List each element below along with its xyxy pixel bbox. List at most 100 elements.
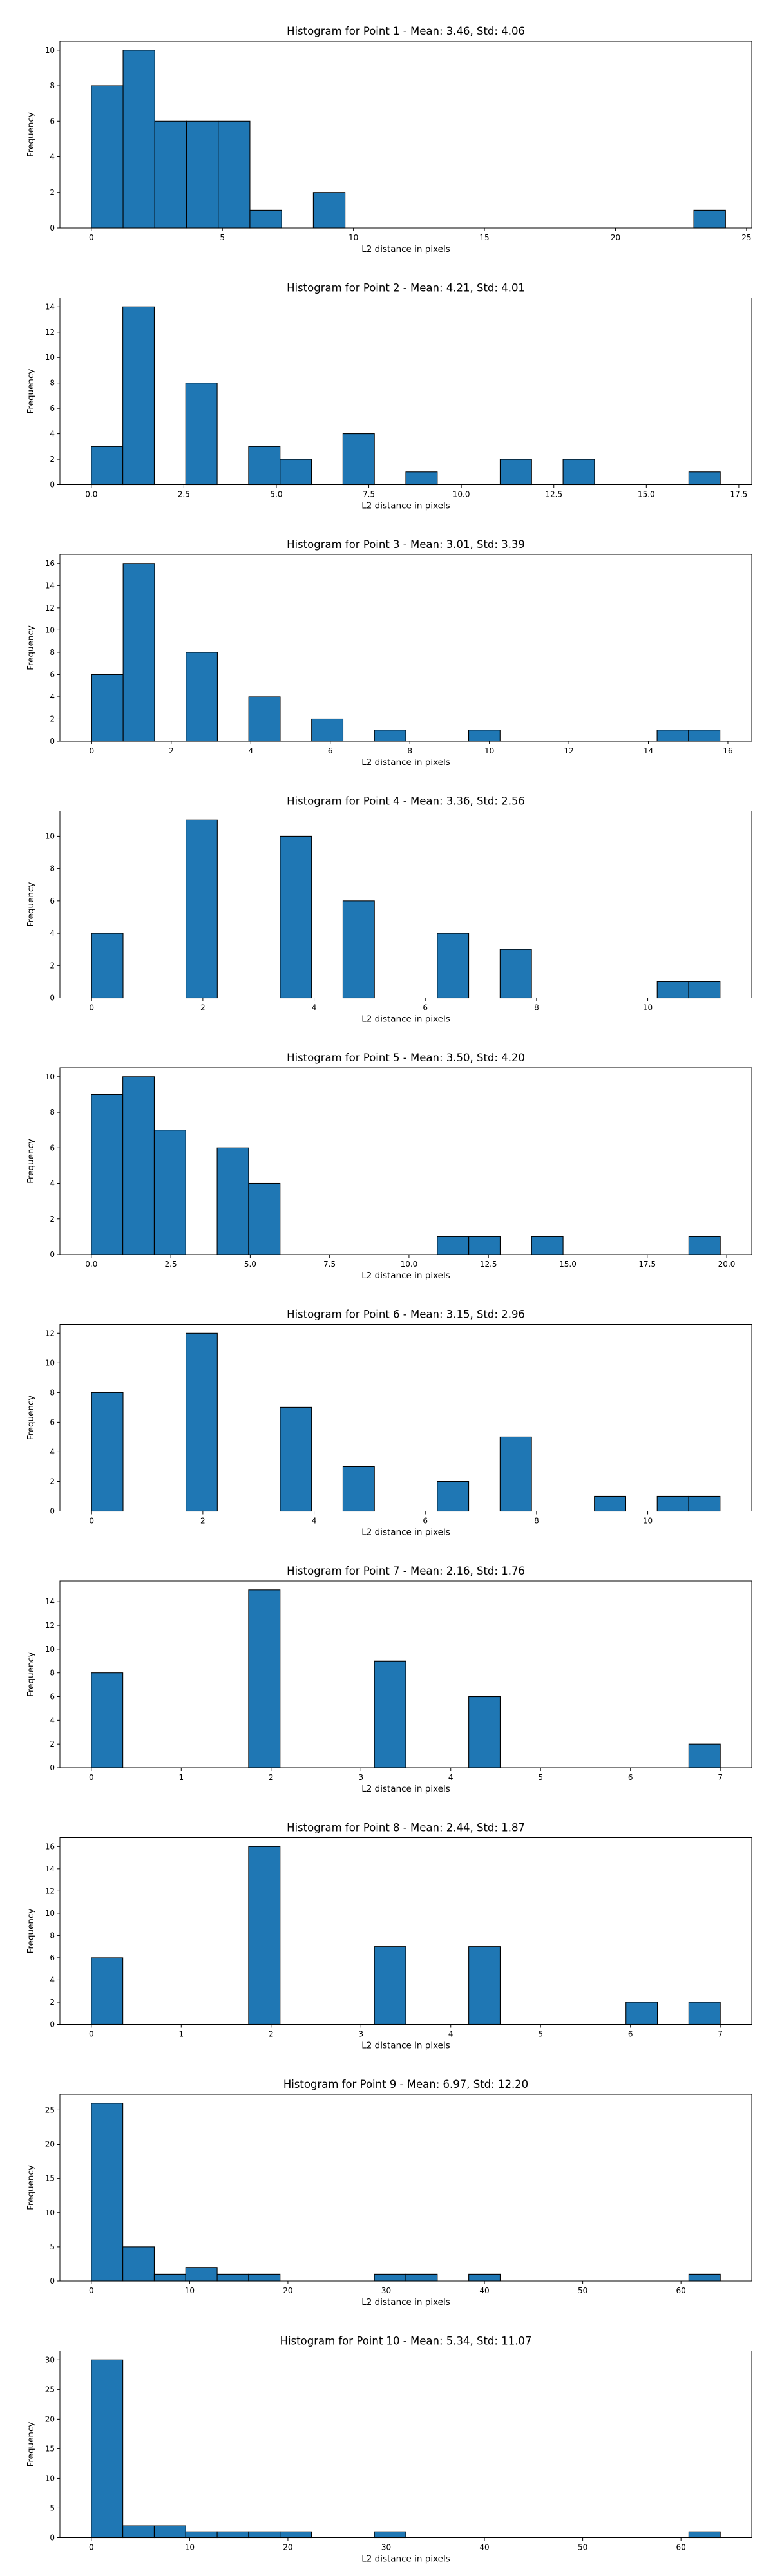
x-axis-label: L2 distance in pixels <box>361 2041 450 2051</box>
x-tick-label: 10 <box>185 2543 195 2552</box>
x-tick-label: 12.5 <box>545 490 562 499</box>
y-tick-label: 2 <box>50 188 55 197</box>
y-tick-label: 4 <box>50 1447 55 1456</box>
x-tick-label: 2.5 <box>178 490 190 499</box>
x-tick-label: 0 <box>89 2286 94 2295</box>
histogram-bar <box>91 674 124 742</box>
y-tick-label: 10 <box>45 1645 55 1654</box>
histogram-bar <box>342 433 375 486</box>
histogram-panel-3: Histogram for Point 3 - Mean: 3.01, Std:… <box>26 538 752 768</box>
histogram-bar <box>154 120 187 229</box>
histogram-bar <box>122 563 155 742</box>
histogram-bar <box>374 1660 406 1768</box>
x-tick-label: 2 <box>269 1773 274 1782</box>
y-tick-label: 6 <box>50 1953 55 1962</box>
y-tick-label: 2 <box>50 1739 55 1748</box>
x-tick-label: 0 <box>89 1003 94 1012</box>
y-tick-label: 12 <box>45 1329 55 1338</box>
y-tick-label: 10 <box>45 1072 55 1081</box>
histogram-panel-1: Histogram for Point 1 - Mean: 3.46, Std:… <box>26 25 752 254</box>
y-axis-label: Frequency <box>26 2422 36 2467</box>
x-tick-label: 5 <box>538 2030 543 2039</box>
histogram-bar <box>153 2525 186 2539</box>
histogram-bar <box>91 2359 124 2539</box>
x-tick-label: 7.5 <box>323 1260 336 1269</box>
x-tick-label: 12 <box>564 746 573 755</box>
y-tick-label: 10 <box>45 46 55 55</box>
histogram-bar <box>122 50 155 229</box>
histogram-bar <box>91 2103 124 2282</box>
histogram-bar <box>688 2531 721 2539</box>
histogram-bar <box>186 120 219 229</box>
histogram-bar <box>248 1846 281 2025</box>
y-tick-label: 6 <box>50 117 55 126</box>
plot-frame <box>59 41 752 229</box>
histogram-bar <box>218 120 251 229</box>
x-tick-label: 0 <box>89 233 94 242</box>
histogram-bar <box>280 459 312 486</box>
histogram-panel-5: Histogram for Point 5 - Mean: 3.50, Std:… <box>26 1052 752 1281</box>
histogram-bar <box>185 2531 218 2539</box>
y-tick-label: 4 <box>50 153 55 162</box>
x-axis-label: L2 distance in pixels <box>361 1528 450 1538</box>
y-tick-label: 8 <box>50 379 55 388</box>
y-tick-label: 0 <box>50 1507 55 1516</box>
histogram-bar <box>248 1182 281 1255</box>
y-tick-label: 8 <box>50 81 55 90</box>
y-tick-label: 10 <box>45 2474 55 2483</box>
x-tick-label: 0 <box>90 746 95 755</box>
x-tick-label: 0 <box>89 1517 94 1526</box>
y-tick-label: 4 <box>50 1179 55 1188</box>
histogram-bar <box>91 446 124 486</box>
x-tick-label: 8 <box>534 1003 539 1012</box>
x-tick-label: 4 <box>312 1003 317 1012</box>
chart-title: Histogram for Point 3 - Mean: 3.01, Std:… <box>287 538 525 551</box>
x-tick-label: 2 <box>169 746 174 755</box>
x-tick-label: 30 <box>381 2543 391 2552</box>
y-tick-label: 14 <box>45 581 55 590</box>
histogram-bar <box>122 1076 155 1255</box>
chart-title: Histogram for Point 10 - Mean: 5.34, Std… <box>280 2335 532 2347</box>
plot-frame <box>59 1324 752 1511</box>
histogram-bar <box>248 446 281 486</box>
y-tick-label: 4 <box>50 929 55 938</box>
histogram-bar <box>656 1495 689 1512</box>
x-tick-label: 15 <box>479 233 489 242</box>
x-tick-label: 5 <box>538 1773 543 1782</box>
x-tick-label: 8 <box>534 1517 539 1526</box>
y-tick-label: 0 <box>50 2277 55 2286</box>
y-tick-label: 4 <box>50 692 55 701</box>
y-tick-label: 0 <box>50 223 55 232</box>
y-tick-label: 12 <box>45 328 55 337</box>
x-tick-label: 20 <box>283 2543 292 2552</box>
y-tick-label: 0 <box>50 1250 55 1259</box>
y-axis-label: Frequency <box>26 625 36 670</box>
x-tick-label: 50 <box>578 2286 587 2295</box>
y-tick-label: 2 <box>50 1998 55 2007</box>
histogram-bar <box>249 209 282 229</box>
x-tick-label: 10 <box>643 1003 653 1012</box>
histogram-bar <box>122 2525 155 2539</box>
y-tick-label: 6 <box>50 670 55 679</box>
x-axis-label: L2 distance in pixels <box>361 501 450 511</box>
histogram-panel-7: Histogram for Point 7 - Mean: 2.16, Std:… <box>26 1565 752 1794</box>
histogram-bar <box>185 2267 218 2282</box>
histogram-panel-8: Histogram for Point 8 - Mean: 2.44, Std:… <box>26 1822 752 2051</box>
y-tick-label: 12 <box>45 1886 55 1895</box>
histogram-bar <box>342 1466 375 1512</box>
histogram-bar <box>153 2273 186 2282</box>
x-axis-label: L2 distance in pixels <box>361 2554 450 2564</box>
x-tick-label: 60 <box>676 2286 686 2295</box>
y-tick-label: 8 <box>50 864 55 873</box>
y-axis-label: Frequency <box>26 369 36 414</box>
y-tick-label: 12 <box>45 603 55 612</box>
plot-frame <box>59 1837 752 2025</box>
x-tick-label: 2 <box>269 2030 274 2039</box>
x-tick-label: 4 <box>248 746 253 755</box>
x-tick-label: 10 <box>643 1517 653 1526</box>
x-tick-label: 0.0 <box>85 1260 97 1269</box>
x-tick-label: 0.0 <box>85 490 97 499</box>
x-tick-label: 50 <box>578 2543 587 2552</box>
y-tick-label: 0 <box>50 2533 55 2543</box>
